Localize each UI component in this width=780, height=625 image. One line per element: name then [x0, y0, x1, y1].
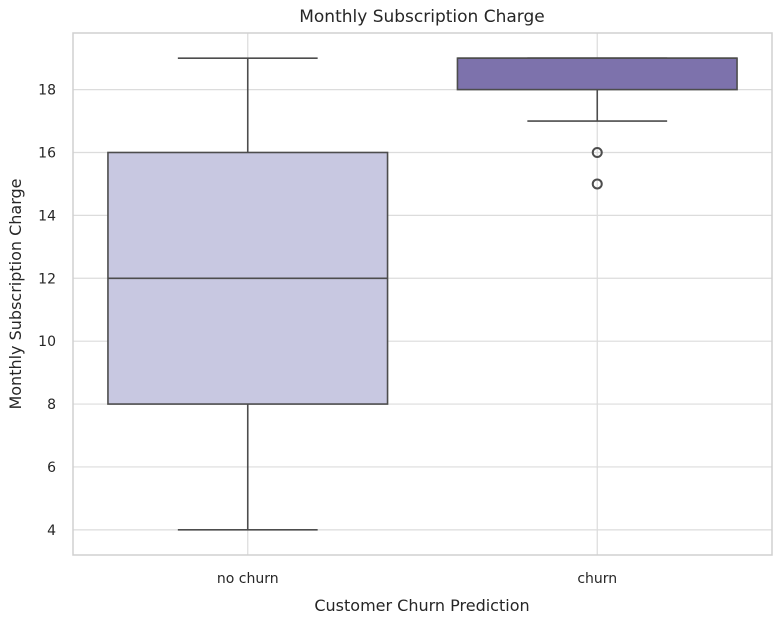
y-axis-label: Monthly Subscription Charge	[6, 178, 25, 409]
y-tick-label: 16	[38, 145, 56, 161]
x-tick-label: no churn	[217, 571, 279, 587]
y-tick-label: 4	[47, 523, 56, 539]
x-axis-label: Customer Churn Prediction	[314, 596, 529, 615]
y-tick-label: 14	[38, 208, 56, 224]
y-tick-label: 12	[38, 271, 56, 287]
box-no-churn	[107, 57, 389, 531]
x-axis-ticks: no churn churn	[217, 571, 617, 587]
y-tick-label: 8	[47, 397, 56, 413]
box-iqr	[456, 57, 738, 91]
outlier-point	[591, 146, 603, 158]
chart-title: Monthly Subscription Charge	[299, 7, 545, 27]
y-tick-label: 6	[47, 460, 56, 476]
x-tick-label: churn	[577, 571, 617, 587]
box-layer	[107, 57, 738, 531]
outlier-point	[591, 178, 603, 190]
y-tick-label: 18	[38, 83, 56, 99]
plot-frame	[72, 32, 773, 556]
y-axis-ticks: 4 6 8 10 12 14 16 18	[38, 83, 56, 539]
y-tick-label: 10	[38, 334, 56, 350]
box-churn	[456, 57, 738, 190]
